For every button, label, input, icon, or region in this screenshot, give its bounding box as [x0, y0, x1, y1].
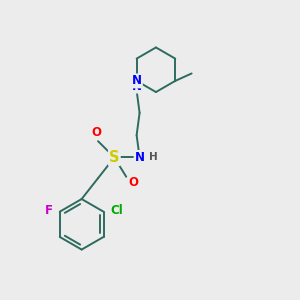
Text: F: F	[45, 204, 53, 217]
Text: O: O	[92, 126, 101, 139]
Text: N: N	[135, 151, 145, 164]
Text: Cl: Cl	[110, 204, 123, 217]
Text: H: H	[148, 152, 157, 162]
Text: N: N	[132, 74, 142, 87]
Text: S: S	[109, 150, 120, 165]
Text: N: N	[132, 80, 142, 93]
Text: O: O	[129, 176, 139, 189]
